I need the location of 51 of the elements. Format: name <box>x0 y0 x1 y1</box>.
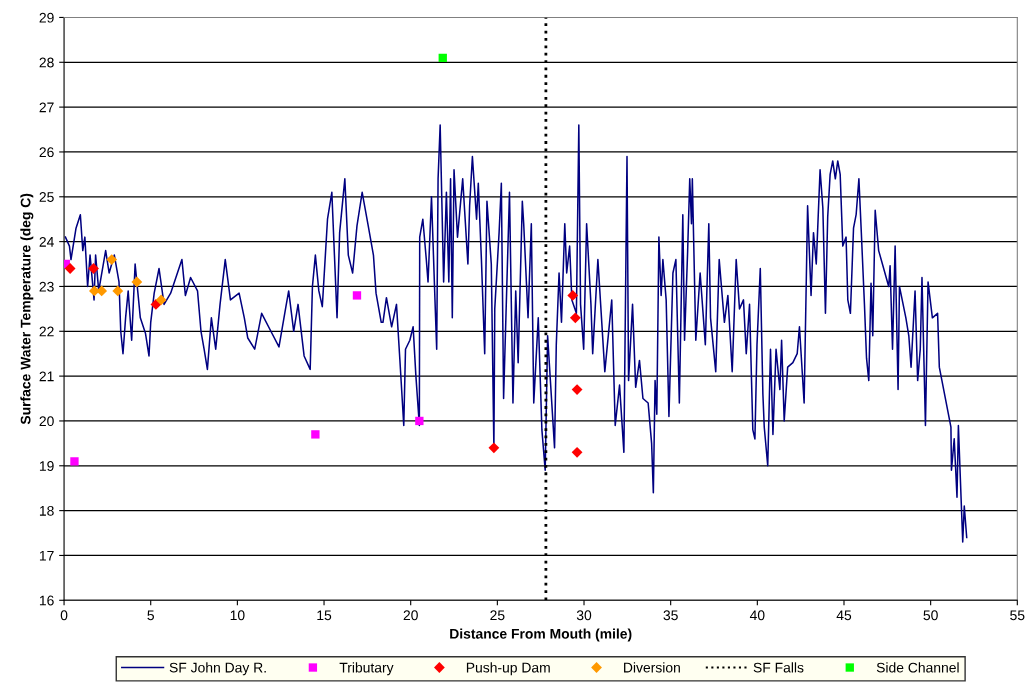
point <box>567 290 579 301</box>
point <box>569 312 581 324</box>
point <box>64 263 76 274</box>
x-tick-label: 55 <box>1010 610 1025 621</box>
x-tick-label: 5 <box>147 610 154 621</box>
x-tick-label: 40 <box>749 610 765 621</box>
point <box>131 276 143 288</box>
x-axis-title: Distance From Mouth (mile) <box>450 628 632 642</box>
legend-label: Diversion <box>624 662 680 673</box>
y-tick-label: 18 <box>39 505 54 516</box>
y-tick-label: 28 <box>39 57 54 68</box>
point <box>106 254 118 265</box>
point <box>488 442 500 454</box>
point <box>311 430 320 439</box>
y-tick-label: 19 <box>39 461 54 471</box>
point <box>571 384 583 395</box>
point <box>415 416 424 426</box>
legend-label: Side Channel <box>876 662 959 673</box>
legend-label: SF Falls <box>753 662 804 673</box>
legend-label: Tributary <box>339 662 394 676</box>
legend-label: Push-up Dam <box>466 662 550 676</box>
line-series <box>64 124 968 543</box>
x-tick-label: 30 <box>576 610 592 621</box>
x-tick-label: 20 <box>403 610 418 621</box>
x-tick-label: 10 <box>230 610 245 621</box>
x-tick-label: 45 <box>836 610 852 621</box>
y-axis-title: Surface Water Temperature (deg C) <box>20 193 34 425</box>
x-tick-label: 15 <box>317 610 332 621</box>
x-tick-label: 35 <box>663 610 678 621</box>
y-tick-label: 24 <box>39 236 54 247</box>
point <box>438 53 447 62</box>
point <box>155 294 167 306</box>
y-tick-label: 27 <box>39 102 54 113</box>
legend-label: SF John Day R. <box>169 662 266 676</box>
y-tick-label: 23 <box>39 281 54 292</box>
x-tick-label: 50 <box>923 610 938 621</box>
y-tick-label: 22 <box>39 326 54 337</box>
x-tick-label: 25 <box>490 610 505 621</box>
point <box>112 285 124 297</box>
x-tick-label: 0 <box>60 610 68 621</box>
point <box>571 446 583 458</box>
y-tick-label: 26 <box>39 147 54 158</box>
y-tick-label: 17 <box>39 550 54 561</box>
y-tick-label: 20 <box>39 416 54 427</box>
point <box>70 457 79 466</box>
point <box>352 291 362 300</box>
y-tick-label: 29 <box>39 12 54 23</box>
y-tick-label: 21 <box>39 371 54 382</box>
y-tick-label: 25 <box>39 192 54 202</box>
y-tick-label: 16 <box>39 595 54 606</box>
point <box>88 263 99 274</box>
